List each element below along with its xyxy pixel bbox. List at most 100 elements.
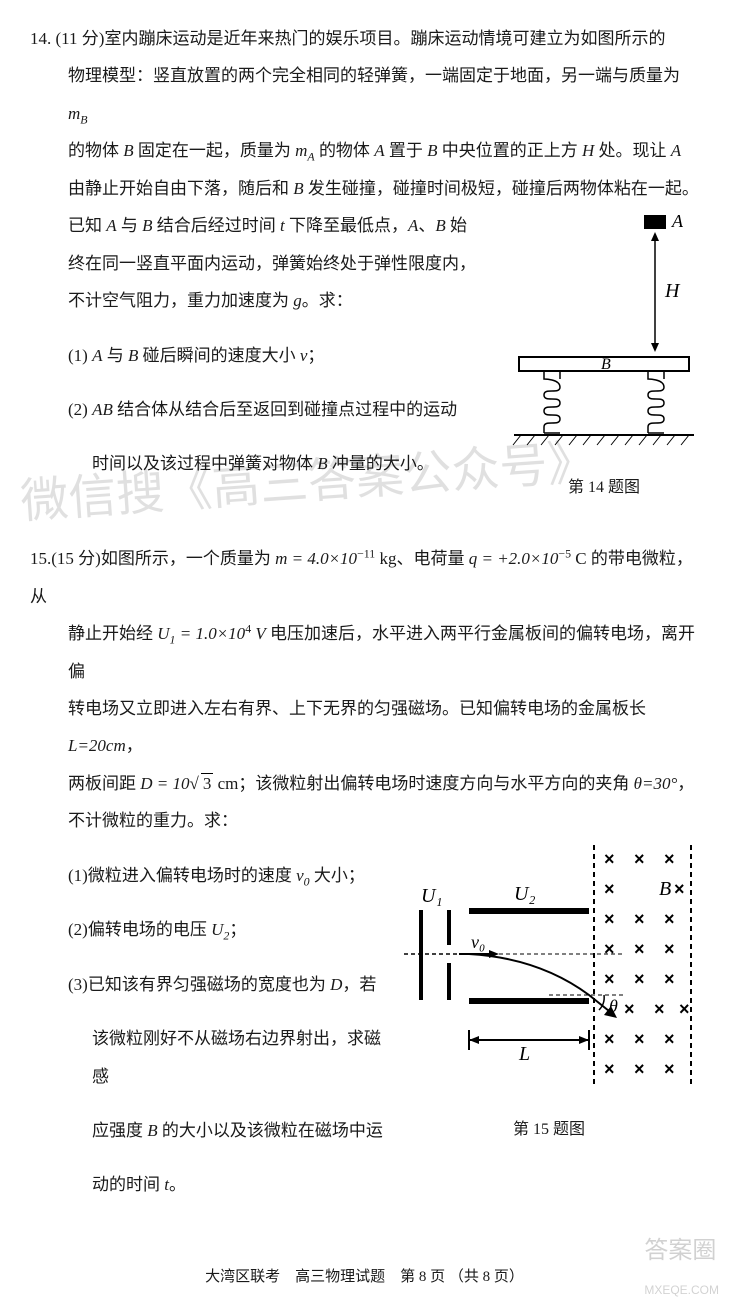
svg-text:×: × [664,1029,675,1049]
q14-s1b: A [92,346,102,365]
watermark-site-name: 答案圈 [644,1237,716,1264]
svg-text:×: × [604,969,615,989]
q14-s2f: 冲量的大小。 [328,454,434,473]
q15-line2: 静止开始经 U1 = 1.0×104 V 电压加速后，水平进入两平行金属板间的偏… [30,615,699,690]
q15-U1eq: = 1.0×10 [175,624,245,643]
svg-text:×: × [634,1029,645,1049]
q14-l5j: B [435,216,445,235]
q14-s2c: 结合体从结合后至返回到碰撞点过程中的运动 [113,400,457,419]
q14-l5e: 结合后经过时间 [153,216,281,235]
svg-text:×: × [664,849,675,869]
q14-l3g: A [374,141,384,160]
q14-s1a: (1) [68,346,92,365]
q14-sub1: (1) A 与 B 碰后瞬间的速度大小 v； [30,337,499,374]
page-footer: 大湾区联考 高三物理试题 第 8 页 （共 8 页） [30,1261,699,1294]
q14-line5: 已知 A 与 B 结合后经过时间 t 下降至最低点，A、B 始 [30,207,499,244]
q14-line2: 物理模型：竖直放置的两个完全相同的轻弹簧，一端固定于地面，另一端与质量为mB [30,57,699,132]
q14-number: 14. [30,29,51,48]
q15-l4a: 两板间距 [68,774,140,793]
svg-text:×: × [604,879,615,899]
q14-l3c: 固定在一起，质量为 [134,141,296,160]
q14-l5k: 始 [446,216,467,235]
q15-s3f: B [147,1121,157,1140]
q15-v0: v [296,866,304,885]
q15-sub3h: 动的时间 t。 [30,1166,389,1203]
q14-caption: 第 14 题图 [509,475,699,501]
q15-mexp: −11 [357,547,375,561]
q14-line1: 14. (11 分)室内蹦床运动是近年来热门的娱乐项目。蹦床运动情境可建立为如图… [30,20,699,57]
svg-text:×: × [664,969,675,989]
q15-Dsym: D [140,774,152,793]
svg-text:×: × [664,1059,675,1079]
q14-s2d: 时间以及该过程中弹簧对物体 [92,454,317,473]
q15-s1b: 大小； [310,866,365,885]
q14-mB-m: m [68,104,80,123]
q14-l7c: 。求： [302,291,353,310]
svg-text:×: × [604,1029,615,1049]
q15-number: 15. [30,549,51,568]
svg-text:×: × [679,999,690,1019]
q15-sub1: (1)微粒进入偏转电场时的速度 v0 大小； [30,857,389,895]
q15-l1a: 如图所示，一个质量为 [101,549,275,568]
fig15-B: B [659,878,671,900]
q14-l7b: g [293,291,302,310]
q15-s3e: 应强度 [92,1121,147,1140]
q14-l2a: 物理模型：竖直放置的两个完全相同的轻弹簧，一端固定于地面，另一端与质量为 [68,66,680,85]
q14-l3h: 置于 [385,141,428,160]
svg-text:×: × [604,909,615,929]
svg-text:×: × [604,849,615,869]
svg-text:×: × [634,939,645,959]
q14-figure: A H B 第 14 题图 [509,207,699,500]
q15-sub3d: 该微粒刚好不从磁场右边界射出，求磁感 [30,1020,389,1095]
q15-s2a: (2)偏转电场的电压 [68,920,211,939]
q14-l5b: A [106,216,116,235]
q15-points: (15 分) [51,549,101,568]
svg-text:×: × [634,909,645,929]
q14-l3j: 中央位置的正上方 [437,141,582,160]
q14-l3b: B [123,141,133,160]
q15-caption: 第 15 题图 [399,1117,699,1143]
q14-l5h: A [408,216,418,235]
q14-l3a: 的物体 [68,141,123,160]
q14-l4c: 发生碰撞，碰撞时间极短，碰撞后两物体粘在一起。 [304,179,699,198]
q14-line4: 由静止开始自由下落，随后和 B 发生碰撞，碰撞时间极短，碰撞后两物体粘在一起。 [30,170,699,207]
question-15: 15.(15 分)如图所示，一个质量为 m = 4.0×10−11 kg、电荷量… [30,540,699,1220]
q15-Lval: L=20cm [68,736,126,755]
q14-points: (11 分) [56,29,105,48]
fig15-theta: θ [609,996,618,1016]
q15-line3: 转电场又立即进入左右有界、上下无界的匀强磁场。已知偏转电场的金属板长 L=20c… [30,690,699,765]
q14-textblock: 已知 A 与 B 结合后经过时间 t 下降至最低点，A、B 始 终在同一竖直平面… [30,207,499,499]
q14-l5i: 、 [418,216,435,235]
q14-s2a: (2) [68,400,92,419]
q14-l5a: 已知 [68,216,106,235]
q14-text1: 室内蹦床运动是近年来热门的娱乐项目。蹦床运动情境可建立为如图所示的 [104,29,665,48]
q14-line6: 终在同一竖直平面内运动，弹簧始终处于弹性限度内， [30,245,499,282]
question-14: 14. (11 分)室内蹦床运动是近年来热门的娱乐项目。蹦床运动情境可建立为如图… [30,20,699,500]
q14-sub2: (2) AB 结合体从结合后至返回到碰撞点过程中的运动 [30,391,499,428]
svg-text:×: × [664,909,675,929]
q14-svg: A H B [509,207,699,457]
q15-l3a: 转电场又立即进入左右有界、上下无界的匀强磁场。已知偏转电场的金属板长 [68,699,646,718]
q15-line5: 不计微粒的重力。求： [30,802,699,839]
svg-text:×: × [634,969,645,989]
q15-s3g: 的大小以及该微粒在磁场中运 [158,1121,383,1140]
q15-mval: m = 4.0×10 [275,549,357,568]
q15-Deq: = 10 [153,774,190,793]
svg-text:×: × [624,999,635,1019]
q15-l4b: ；该微粒射出偏转电场时速度方向与水平方向的夹角 [238,774,633,793]
q14-l5c: 与 [117,216,143,235]
svg-text:×: × [604,1059,615,1079]
q14-l3f: 的物体 [315,141,375,160]
q15-qexp: −5 [558,547,571,561]
q15-s1a: (1)微粒进入偏转电场时的速度 [68,866,296,885]
q15-s3h: 动的时间 [92,1175,164,1194]
q14-l4b: B [293,179,303,198]
svg-text:×: × [634,849,645,869]
fig14-labelB: B [601,356,611,373]
q14-s2b: AB [92,400,113,419]
q14-s1g: ； [307,346,324,365]
q15-qunit: C [571,549,587,568]
q14-s2e: B [317,454,327,473]
q15-sub3e: 应强度 B 的大小以及该微粒在磁场中运 [30,1112,389,1149]
q14-line3: 的物体 B 固定在一起，质量为 mA 的物体 A 置于 B 中央位置的正上方 H… [30,132,699,170]
